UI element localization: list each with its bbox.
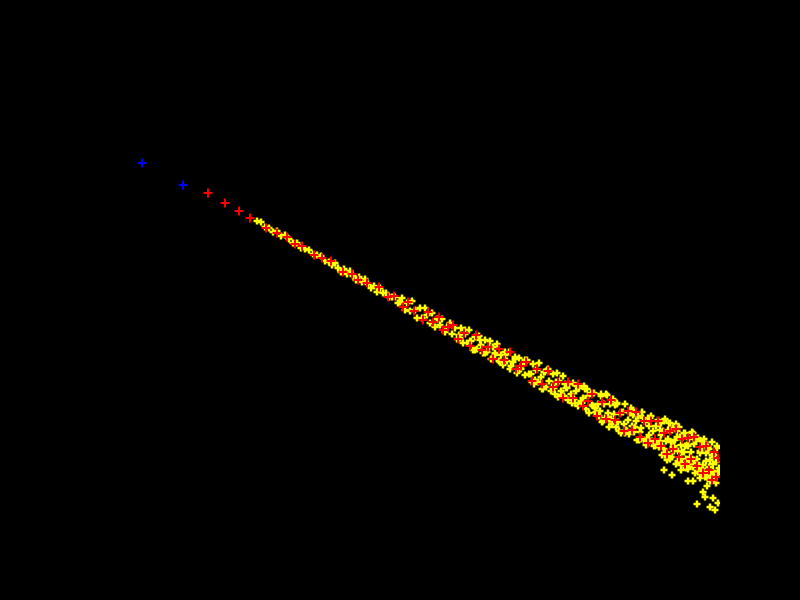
yellow-plus-series — [253, 217, 720, 514]
red-plus-series — [203, 188, 720, 485]
blue-plus-series — [137, 158, 188, 190]
